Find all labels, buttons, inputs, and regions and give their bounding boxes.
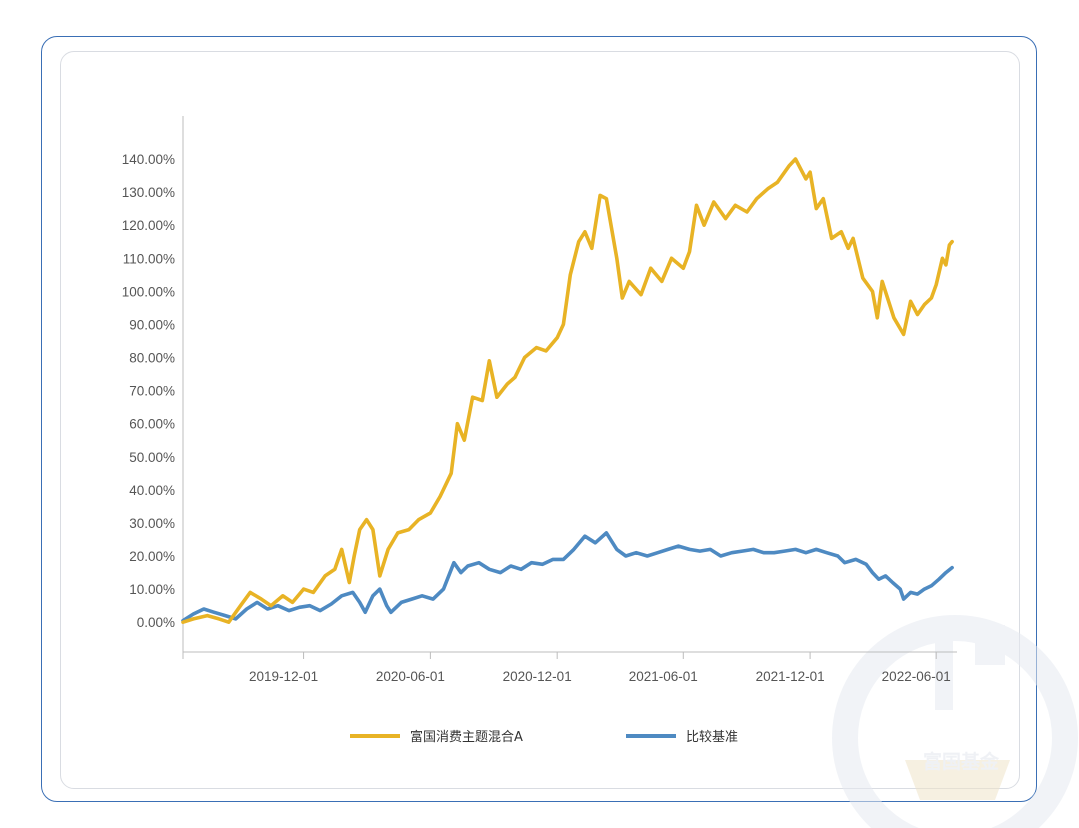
y-tick-label: 70.00% [129, 384, 175, 399]
legend-item-fund[interactable]: 富国消费主题混合A [350, 729, 523, 745]
y-tick-labels: 0.00% 10.00% 20.00% 30.00% 40.00% 50.00% 60.00… [122, 152, 175, 630]
y-tick-label: 0.00% [137, 615, 175, 630]
y-tick-label: 30.00% [129, 516, 175, 531]
series-line-benchmark [181, 531, 954, 623]
y-tick-label: 120.00% [122, 218, 175, 233]
x-tick-label: 2021-06-01 [629, 669, 698, 684]
legend-item-benchmark[interactable]: 比较基准 [626, 730, 738, 745]
x-tick-label: 2021-12-01 [756, 669, 825, 684]
watermark-logo: 富国基金 [832, 615, 1078, 828]
y-tick-label: 90.00% [129, 317, 175, 332]
legend-label-fund: 富国消费主题混合A [410, 729, 523, 745]
x-tick-label: 2022-06-01 [882, 669, 951, 684]
y-tick-label: 100.00% [122, 284, 175, 299]
x-tick-label: 2019-12-01 [249, 669, 318, 684]
legend: 富国消费主题混合A 比较基准 [350, 729, 738, 745]
chart-panel [60, 51, 1020, 789]
y-tick-label: 130.00% [122, 185, 175, 200]
y-tick-label: 50.00% [129, 450, 175, 465]
x-tick-label: 2020-06-01 [376, 669, 445, 684]
series-layer [181, 157, 954, 624]
y-tick-label: 40.00% [129, 483, 175, 498]
y-tick-label: 140.00% [122, 152, 175, 167]
legend-label-benchmark: 比较基准 [686, 730, 738, 745]
y-tick-label: 80.00% [129, 351, 175, 366]
series-line-fund [181, 157, 954, 624]
y-tick-label: 10.00% [129, 582, 175, 597]
y-tick-label: 110.00% [123, 251, 175, 266]
y-tick-label: 60.00% [129, 417, 175, 432]
x-tick-labels: 2019-12-01 2020-06-01 2020-12-01 2021-06-01… [249, 652, 951, 684]
y-tick-label: 20.00% [129, 549, 175, 564]
x-tick-label: 2020-12-01 [503, 669, 572, 684]
watermark-text: 富国基金 [923, 750, 1000, 773]
axes: 0.00% 10.00% 20.00% 30.00% 40.00% 50.00% 60.00… [122, 116, 957, 684]
